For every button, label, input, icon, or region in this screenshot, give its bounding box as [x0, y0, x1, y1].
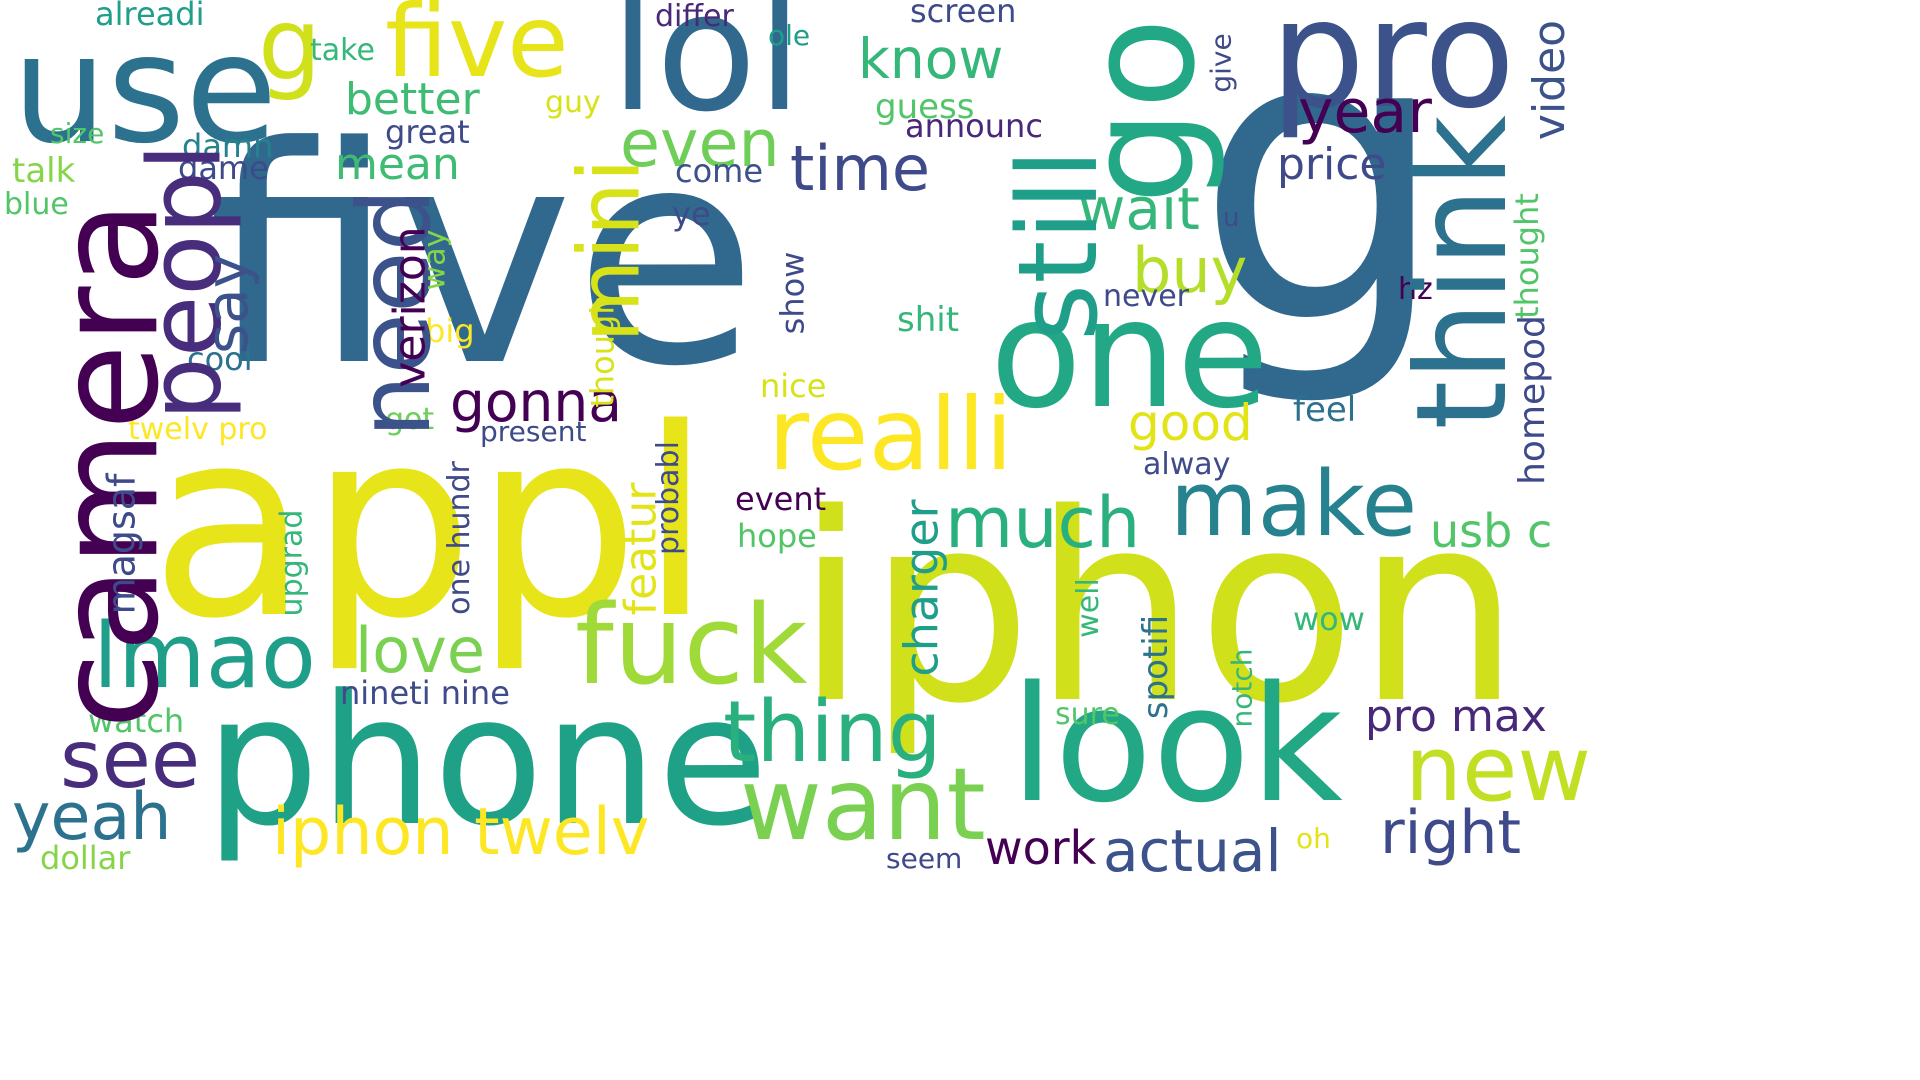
word-seem: seem — [886, 842, 963, 875]
word-phone: phone — [205, 657, 769, 866]
word-buy: buy — [1132, 234, 1248, 307]
word-nice: nice — [760, 367, 827, 405]
word-wow: wow — [1293, 600, 1365, 638]
word-make: make — [1170, 452, 1418, 557]
word-iphon-twelv: iphon twelv — [272, 795, 650, 870]
word-shit: shit — [897, 300, 960, 340]
word-know: know — [858, 27, 1004, 91]
word-iphon: iphon — [795, 459, 1521, 761]
word-guy: guy — [545, 85, 601, 120]
word-ye: ye — [672, 195, 711, 233]
word-cool: cool — [187, 340, 253, 378]
word-g-small: g — [258, 0, 322, 103]
word-better: better — [345, 74, 480, 125]
word-give: give — [1204, 33, 1238, 93]
word-damn: damn — [182, 127, 274, 165]
word-lmao: lmao — [93, 604, 316, 709]
word-spotifi: spotifi — [1136, 614, 1177, 720]
word-five: five — [207, 83, 759, 432]
word-take: take — [310, 33, 375, 68]
word-watch: watch — [88, 702, 185, 740]
word-thought: thought — [1507, 193, 1546, 319]
word-come: come — [675, 152, 764, 190]
word-differ: differ — [655, 0, 734, 34]
word-feel: feel — [1293, 390, 1357, 430]
word-never: never — [1103, 279, 1190, 314]
word-alreadi: alreadi — [95, 0, 205, 33]
word-wait: wait — [1078, 175, 1200, 243]
word-hope: hope — [737, 517, 817, 555]
word-yeah: yeah — [12, 780, 172, 855]
word-twelv-pro: twelv pro — [128, 412, 268, 447]
word-right: right — [1380, 798, 1521, 868]
word-say: say — [193, 253, 262, 355]
word-upgrad: upgrad — [274, 509, 310, 617]
word-realli: realli — [768, 376, 1014, 493]
word-want: want — [740, 746, 986, 863]
word-work: work — [985, 821, 1097, 875]
word-good: good — [1128, 394, 1253, 452]
word-show: show — [773, 251, 812, 335]
word-homepod: homepod — [1511, 315, 1553, 485]
word-announc: announc — [905, 107, 1043, 145]
word-talk: talk — [12, 151, 76, 191]
word-probabl: probabl — [650, 441, 686, 555]
word-game: game — [178, 149, 269, 187]
word-time: time — [790, 132, 931, 205]
word-video: video — [1524, 19, 1576, 141]
word-oh: oh — [1296, 822, 1331, 855]
word-one-hundr: one hundr — [441, 461, 477, 615]
word-present: present — [480, 415, 587, 448]
word-look: look — [1010, 651, 1343, 838]
word-great: great — [385, 113, 470, 151]
word-well: well — [1070, 578, 1106, 638]
word-dollar: dollar — [40, 839, 131, 877]
word-blue: blue — [4, 187, 69, 222]
word-one: one — [990, 268, 1270, 442]
word-magsaf: magsaf — [99, 473, 144, 615]
word-actual: actual — [1103, 817, 1282, 885]
word-mean: mean — [335, 139, 460, 190]
word-lol: lol — [610, 0, 803, 148]
word-g: g — [1195, 0, 1449, 412]
word-event: event — [735, 480, 827, 518]
word-fuck: fuck — [575, 581, 808, 709]
word-sure: sure — [1055, 697, 1120, 732]
word-nineti-nine: nineti nine — [340, 674, 510, 712]
word-big: big — [425, 312, 475, 350]
word-got: got — [385, 402, 435, 437]
word-even: even — [620, 107, 780, 182]
word-see: see — [60, 713, 201, 806]
word-screen: screen — [910, 0, 1017, 30]
word-though: though — [583, 294, 622, 408]
word-way: way — [417, 229, 453, 291]
word-think: think — [1389, 115, 1535, 430]
word-pro: pro — [1270, 0, 1516, 142]
word-ole: ole — [768, 19, 811, 52]
word-appl: appl — [150, 374, 712, 676]
word-use: use — [12, 3, 278, 177]
word-year: year — [1298, 77, 1432, 147]
word-notch: notch — [1225, 648, 1259, 728]
word-pro-max: pro max — [1365, 691, 1547, 742]
word-thing: thing — [723, 683, 942, 782]
word-five-small: five — [385, 0, 569, 100]
word-charger: charger — [894, 499, 949, 677]
word-love: love — [355, 614, 485, 687]
word-hz: hz — [1398, 272, 1433, 307]
word-usb-c: usb c — [1430, 504, 1553, 558]
word-still: still — [994, 148, 1123, 342]
word-size: size — [50, 117, 105, 150]
word-price: price — [1277, 139, 1387, 190]
word-u: u — [1223, 203, 1240, 233]
word-alway: alway — [1143, 447, 1231, 482]
word-gonna: gonna — [450, 370, 622, 434]
word-new: new — [1405, 717, 1592, 822]
word-much: much — [945, 482, 1141, 564]
word-guess: guess — [875, 87, 975, 127]
